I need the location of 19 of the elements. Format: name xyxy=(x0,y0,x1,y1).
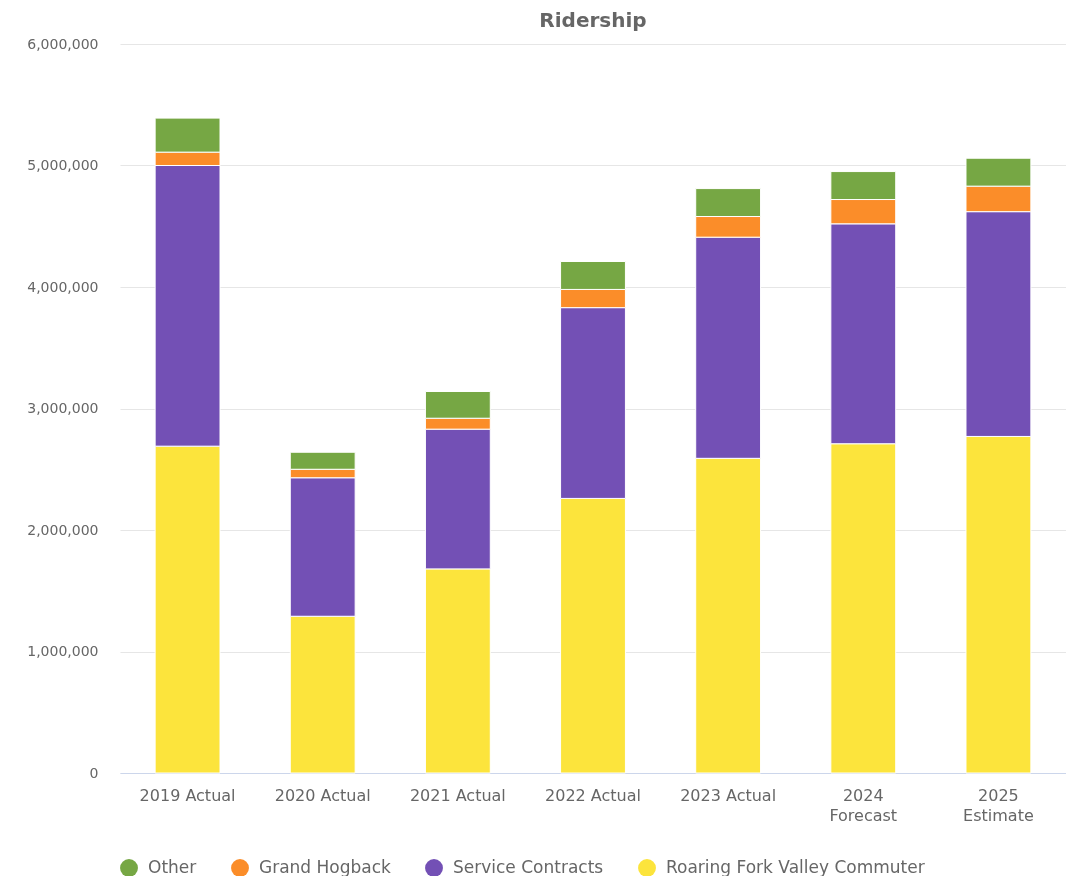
legend-label: Other xyxy=(148,857,197,876)
x-tick-label: 2021 Actual xyxy=(409,785,506,805)
x-tick-label: 2023 Actual xyxy=(680,785,777,805)
legend-label: Grand Hogback xyxy=(259,857,392,876)
x-tick-label: 2025 Estimate xyxy=(963,785,1034,825)
y-tick-label: 1,000,000 xyxy=(27,643,99,659)
legend-label: Service Contracts xyxy=(453,857,604,876)
legend-label: Roaring Fork Valley Commuter xyxy=(666,857,925,876)
y-tick-label: 0 xyxy=(89,764,99,781)
y-tick-label: 2,000,000 xyxy=(27,521,99,538)
y-tick-label: 5,000,000 xyxy=(27,157,99,173)
y-tick-label: 6,000,000 xyxy=(27,35,99,52)
y-tick-label: 3,000,000 xyxy=(27,400,99,416)
x-tick-label: 2024 Forecast xyxy=(829,785,898,825)
y-tick-label: 4,000,000 xyxy=(27,278,99,295)
x-tick-label: 2019 Actual xyxy=(139,785,236,805)
chart-title: Ridership xyxy=(539,8,647,32)
x-tick-label: 2022 Actual xyxy=(545,785,641,805)
x-tick-label: 2020 Actual xyxy=(274,785,371,805)
